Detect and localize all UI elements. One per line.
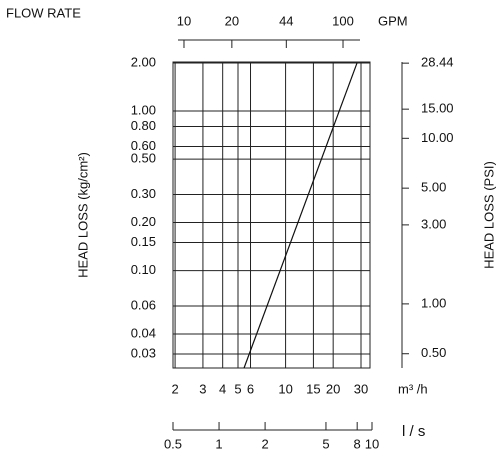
bottom-tick-label: 2 xyxy=(261,436,268,451)
chart-title: FLOW RATE xyxy=(6,5,81,20)
y2-tick-label: 3.00 xyxy=(421,216,446,231)
y-tick-label: 0.80 xyxy=(131,118,156,133)
x-tick-label: 3 xyxy=(199,381,206,396)
x-tick-label: 30 xyxy=(354,381,368,396)
y-tick-label: 0.20 xyxy=(131,214,156,229)
bottom-tick-label: 5 xyxy=(322,436,329,451)
bottom-tick-label: 0.5 xyxy=(164,436,182,451)
top-tick-label: 100 xyxy=(332,13,354,28)
top-tick-label: 20 xyxy=(225,13,239,28)
x-tick-label: 6 xyxy=(247,381,254,396)
y2-tick-label: 1.00 xyxy=(421,295,446,310)
bottom-tick-label: 10 xyxy=(365,436,379,451)
y2-tick-label: 15.00 xyxy=(421,101,454,116)
x-tick-label: 5 xyxy=(234,381,241,396)
y2-tick-label: 5.00 xyxy=(421,180,446,195)
top-tick-label: 44 xyxy=(279,13,293,28)
plot-frame xyxy=(172,61,371,369)
x-tick-label: 4 xyxy=(219,381,226,396)
y-tick-label: 0.50 xyxy=(131,151,156,166)
y-tick-label: 0.30 xyxy=(131,186,156,201)
y2-axis-label: HEAD LOSS (PSI) xyxy=(481,161,496,269)
x-axis-label: m³ /h xyxy=(398,381,428,396)
y2-tick-label: 10.00 xyxy=(421,130,454,145)
data-line xyxy=(243,62,358,369)
y-tick-label: 0.15 xyxy=(131,234,156,249)
y-tick-label: 0.60 xyxy=(131,138,156,153)
bottom-tick-label: 8 xyxy=(354,436,361,451)
bottom-axis2-label: l / s xyxy=(402,423,425,440)
y-tick-label: 2.00 xyxy=(131,54,156,69)
y2-tick-label: 0.50 xyxy=(421,345,446,360)
y-axis-label: HEAD LOSS (kg/cm²) xyxy=(75,152,90,278)
x-tick-label: 15 xyxy=(306,381,320,396)
y-tick-label: 1.00 xyxy=(131,102,156,117)
y-tick-label: 0.06 xyxy=(131,297,156,312)
y-tick-label: 0.03 xyxy=(131,345,156,360)
y-tick-label: 0.04 xyxy=(131,325,156,340)
x-tick-label: 20 xyxy=(326,381,340,396)
x-tick-label: 10 xyxy=(278,381,292,396)
bottom-tick-label: 1 xyxy=(215,436,222,451)
x-tick-label: 2 xyxy=(171,381,178,396)
y2-tick-label: 28.44 xyxy=(421,55,454,70)
top-axis-label: GPM xyxy=(378,13,408,28)
y-tick-label: 0.10 xyxy=(131,262,156,277)
top-tick-label: 10 xyxy=(177,13,191,28)
